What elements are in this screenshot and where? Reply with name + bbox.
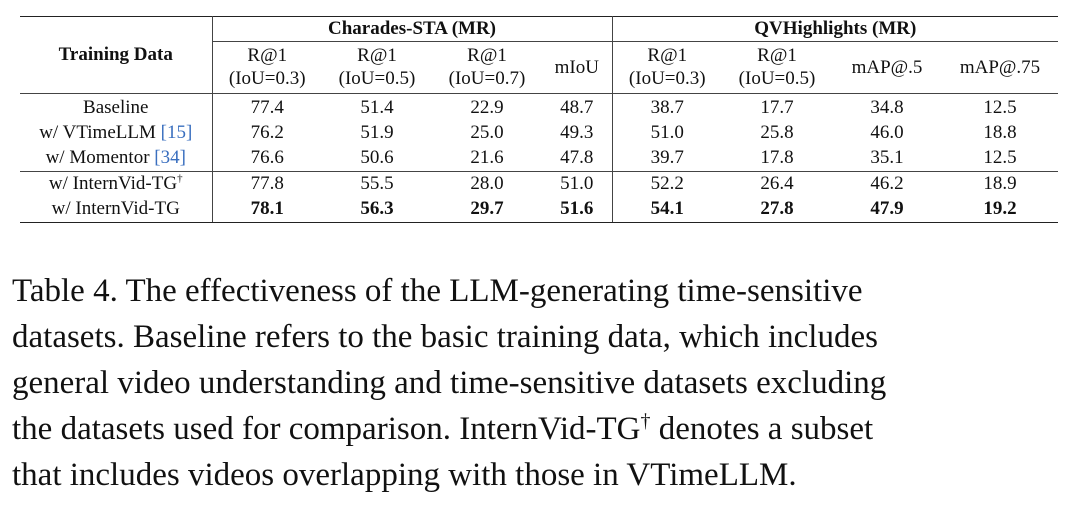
row-label: Baseline (20, 93, 213, 121)
col-header: R@1 (IoU=0.3) (228, 45, 306, 89)
table-cell: 51.9 (360, 122, 394, 144)
table-cell: 12.5 (983, 147, 1017, 169)
caption-line: Table 4. The effectiveness of the LLM-ge… (12, 273, 863, 309)
table-row: w/ Momentor [34] 76.6 50.6 21.6 47.8 39.7 17.8… (20, 146, 1058, 172)
col-header: R@1 (IoU=0.5) (338, 45, 416, 89)
table-cell: 54.1 (612, 197, 723, 223)
table-cell: 52.2 (612, 171, 723, 197)
table-cell: 25.0 (470, 122, 504, 144)
citation-link[interactable]: [34] (154, 147, 186, 169)
table-cell: 46.2 (832, 171, 943, 197)
group-header-charades: Charades-STA (MR) (212, 16, 613, 43)
table-cell: 51.6 (542, 197, 613, 223)
caption-line: the datasets used for comparison. Intern… (12, 410, 874, 447)
table-cell: 35.1 (870, 147, 904, 169)
group-header-qvhighlights-label: QVHighlights (MR) (612, 18, 1059, 42)
table-row: Baseline 77.4 51.4 22.9 48.7 38.7 17.7 34.8 12.5 (20, 93, 1059, 121)
row-label: w/ InternVid-TG (20, 197, 213, 223)
table-cell: 18.9 (942, 171, 1059, 197)
table-cell: 51.4 (322, 93, 432, 121)
table-cell: 48.7 (542, 93, 613, 121)
row-label: w/ Momentor [34] (20, 146, 213, 172)
table-cell: 28.0 (432, 171, 542, 197)
citation-link[interactable]: [15] (160, 122, 193, 144)
table-cell: 49.3 (542, 121, 613, 146)
table-cell: 77.4 (212, 93, 322, 121)
col-header: mAP@.75 (959, 56, 1041, 78)
table-cell: 51.0 (650, 122, 684, 144)
col-header: mIoU (542, 43, 613, 94)
table-cell: 26.4 (722, 171, 833, 197)
table-cell: 22.9 (432, 93, 542, 121)
table-cell: 34.8 (832, 93, 943, 121)
table-cell: 29.7 (432, 197, 542, 223)
table-cell: 38.7 (612, 93, 723, 121)
results-table-container: Training Data Charades-STA (MR) QVHighli… (20, 16, 1059, 223)
table-cell: 17.7 (722, 93, 833, 121)
caption-line: general video understanding and time-sen… (12, 365, 887, 401)
table-cell: 56.3 (322, 197, 432, 223)
col-header: R@1 (IoU=0.3) (628, 45, 706, 89)
table-cell: 39.7 (650, 147, 684, 169)
table-cell: 19.2 (942, 197, 1059, 223)
table-cell: 17.8 (760, 147, 794, 169)
table-cell: 50.6 (360, 147, 394, 169)
col-header: R@1 (IoU=0.7) (448, 45, 526, 89)
row-label: w/ VTimeLLM [15] (20, 121, 213, 146)
row-header: Training Data (20, 16, 213, 94)
table-row: w/ VTimeLLM [15] 76.2 51.9 25.0 49.3 51.0 25.8… (20, 121, 1058, 146)
group-header-charades-label: Charades-STA (MR) (212, 18, 612, 42)
table-cell: 76.2 (250, 122, 284, 144)
table-cell: 76.6 (250, 147, 284, 169)
caption-line: datasets. Baseline refers to the basic t… (12, 319, 878, 355)
caption-line: that includes videos overlapping with th… (12, 457, 797, 493)
table-cell: 51.0 (542, 171, 613, 197)
table-row: w/ InternVid-TG† 77.8 55.5 28.0 51.0 52.2 26.4… (20, 171, 1059, 197)
group-header-qvhighlights: QVHighlights (MR) (612, 16, 1059, 43)
table-cell: 47.8 (542, 146, 613, 172)
results-table: Training Data Charades-STA (MR) QVHighli… (20, 16, 1059, 223)
table-row: w/ InternVid-TG 78.1 56.3 29.7 51.6 54.1 27.8 4… (20, 197, 1059, 223)
table-cell: 46.0 (870, 122, 904, 144)
table-cell: 18.8 (983, 122, 1017, 144)
table-cell: 78.1 (212, 197, 322, 223)
table-cell: 25.8 (760, 122, 794, 144)
table-cell: 21.6 (470, 147, 504, 169)
col-header: R@1 (IoU=0.5) (738, 45, 816, 89)
col-header: mAP@.5 (851, 56, 923, 78)
table-cell: 77.8 (212, 171, 322, 197)
table-cell: 27.8 (722, 197, 833, 223)
table-cell: 47.9 (832, 197, 943, 223)
table-cell: 12.5 (942, 93, 1059, 121)
table-cell: 55.5 (322, 171, 432, 197)
table-caption: Table 4. The effectiveness of the LLM-ge… (12, 268, 1070, 498)
row-label: w/ InternVid-TG† (20, 171, 213, 197)
